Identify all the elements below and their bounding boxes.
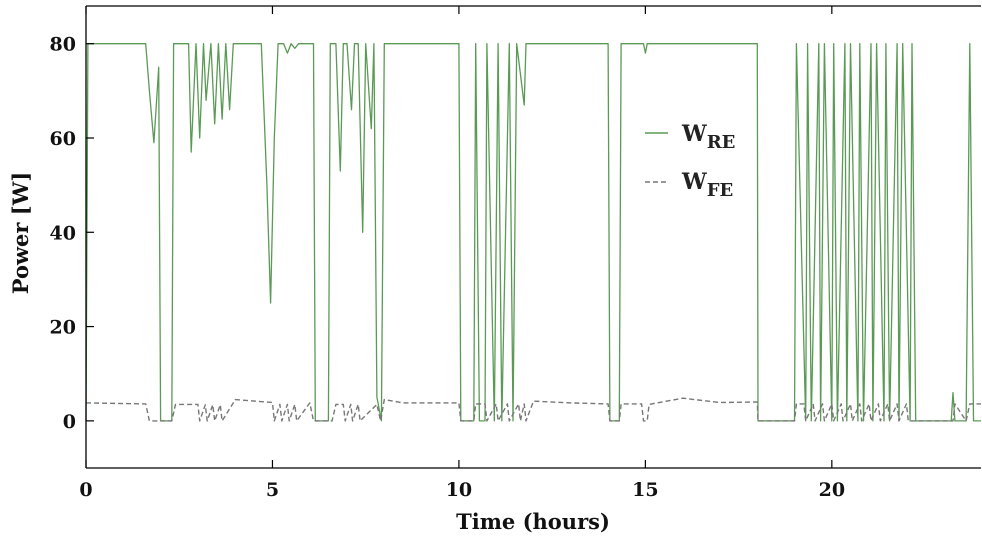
legend-label-re-main: W	[681, 121, 707, 147]
y-tick-label: 20	[50, 317, 76, 339]
y-tick-label: 40	[50, 222, 76, 244]
series-line-w-fe	[85, 397, 981, 422]
y-tick-label: 0	[63, 411, 76, 433]
x-tick-label: 15	[632, 479, 658, 501]
series-line-w-re	[85, 43, 981, 422]
legend-label-fe-main: W	[681, 169, 707, 195]
legend-label-fe: WFE	[681, 169, 733, 201]
legend: WRE WFE	[645, 121, 735, 201]
legend-label-re: WRE	[681, 121, 735, 153]
y-tick-label: 60	[50, 128, 76, 150]
series-layer	[85, 43, 981, 422]
y-tick-label: 80	[50, 34, 76, 56]
x-tick-label: 5	[266, 479, 279, 501]
x-tick-label: 0	[79, 479, 92, 501]
axes-layer: 0 5 10 15 20 0 20 40 60 80	[50, 5, 981, 501]
y-axis-title: Power [W]	[8, 172, 33, 295]
x-tick-label: 20	[819, 479, 845, 501]
x-axis-title: Time (hours)	[456, 509, 610, 534]
legend-label-re-sub: RE	[707, 132, 736, 153]
x-tick-label: 10	[446, 479, 472, 501]
legend-label-fe-sub: FE	[707, 180, 734, 201]
